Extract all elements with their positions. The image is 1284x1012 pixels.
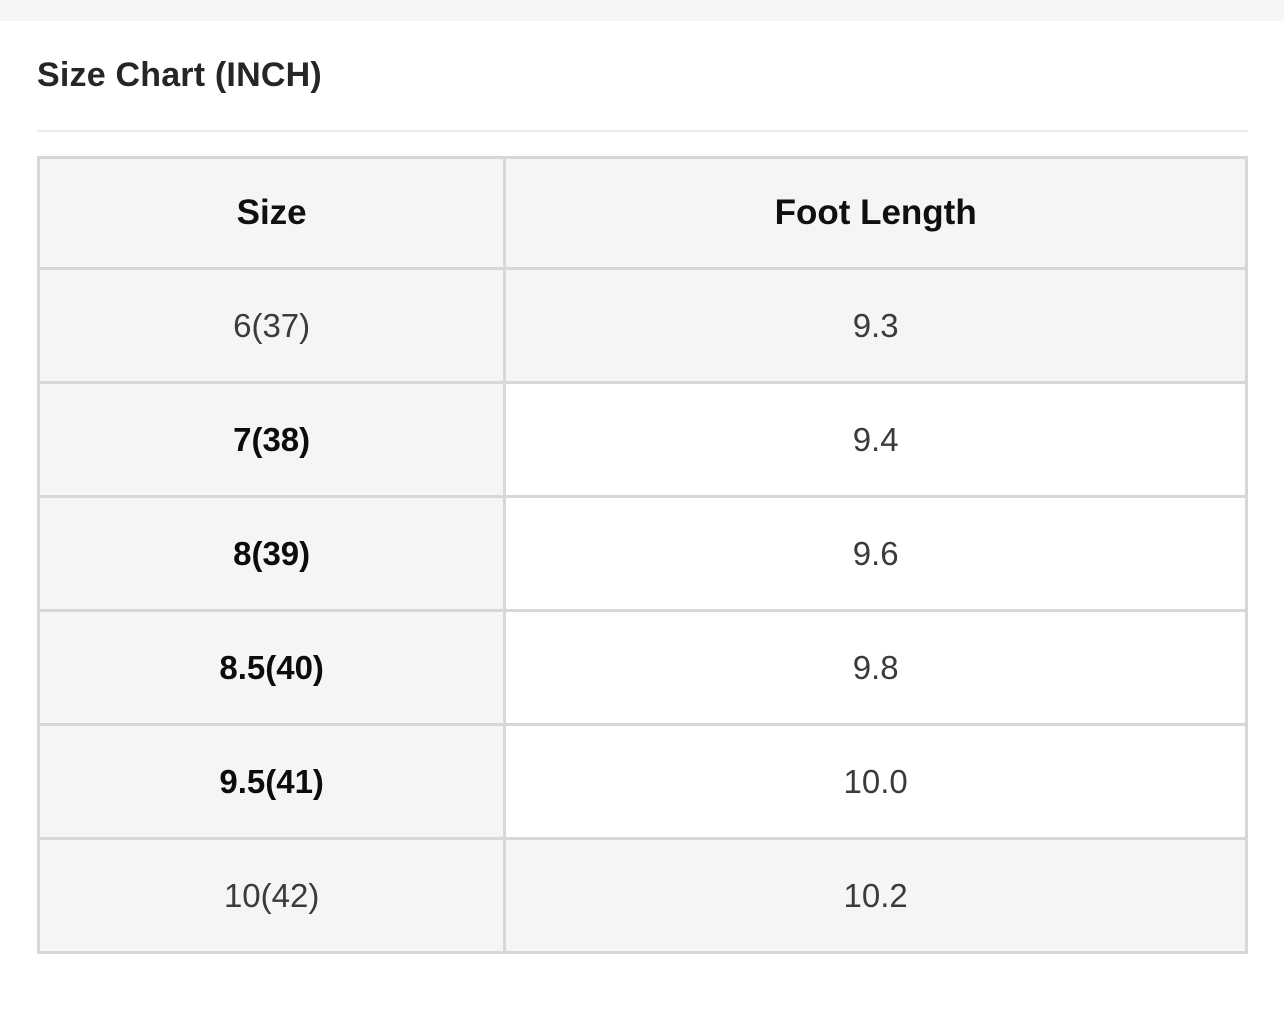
size-chart-section: Size Chart (INCH) Size Foot Length 6(37)… bbox=[0, 54, 1284, 954]
size-cell: 8(39) bbox=[36, 495, 507, 612]
table-row: 8(39) 9.6 bbox=[36, 495, 1248, 612]
foot-length-column-header: Foot Length bbox=[503, 156, 1248, 270]
foot-length-cell: 10.2 bbox=[503, 837, 1248, 954]
foot-length-cell: 9.6 bbox=[503, 495, 1248, 612]
size-cell: 8.5(40) bbox=[36, 609, 507, 726]
foot-length-cell: 10.0 bbox=[503, 723, 1248, 840]
foot-length-cell: 9.3 bbox=[503, 267, 1248, 384]
size-cell: 6(37) bbox=[36, 267, 507, 384]
table-row: 6(37) 9.3 bbox=[36, 267, 1248, 384]
size-cell: 7(38) bbox=[36, 381, 507, 498]
table-row: 9.5(41) 10.0 bbox=[36, 723, 1248, 840]
foot-length-cell: 9.8 bbox=[503, 609, 1248, 726]
page-title: Size Chart (INCH) bbox=[37, 56, 322, 94]
table-row: 10(42) 10.2 bbox=[36, 837, 1248, 954]
title-divider bbox=[37, 130, 1248, 132]
size-chart-table: Size Foot Length 6(37) 9.3 7(38) 9.4 8(3… bbox=[36, 156, 1248, 954]
size-column-header: Size bbox=[36, 156, 507, 270]
size-cell: 10(42) bbox=[36, 837, 507, 954]
top-strip bbox=[0, 0, 1284, 21]
foot-length-cell: 9.4 bbox=[503, 381, 1248, 498]
table-header-row: Size Foot Length bbox=[36, 156, 1248, 270]
size-cell: 9.5(41) bbox=[36, 723, 507, 840]
table-row: 8.5(40) 9.8 bbox=[36, 609, 1248, 726]
table-row: 7(38) 9.4 bbox=[36, 381, 1248, 498]
